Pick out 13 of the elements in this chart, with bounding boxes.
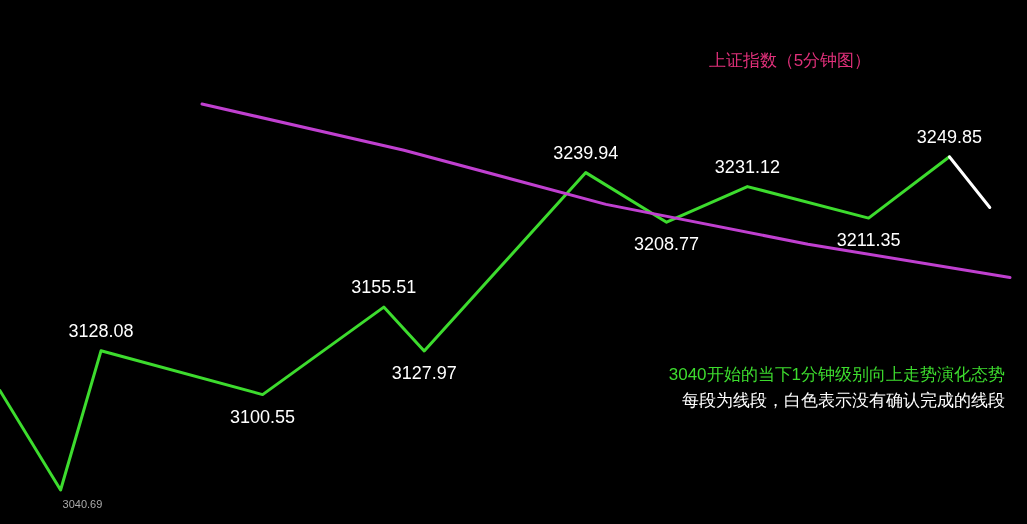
annotation: 每段为线段，白色表示没有确认完成的线段 (682, 391, 1005, 410)
data-label: 3155.51 (351, 277, 417, 298)
data-label: 3100.55 (230, 406, 296, 427)
data-label: 3208.77 (634, 234, 700, 255)
data-label: 3239.94 (553, 142, 619, 163)
annotation: 3040开始的当下1分钟级别向上走势演化态势 (668, 365, 1005, 384)
data-label: 3211.35 (836, 230, 901, 251)
data-label: 3040.69 (62, 498, 103, 510)
data-label: 3128.08 (68, 320, 134, 341)
data-label: 3249.85 (916, 126, 982, 147)
chart-title: 上证指数（5分钟图） (708, 51, 872, 70)
data-label: 3231.12 (714, 156, 780, 177)
data-label: 3127.97 (391, 362, 457, 383)
